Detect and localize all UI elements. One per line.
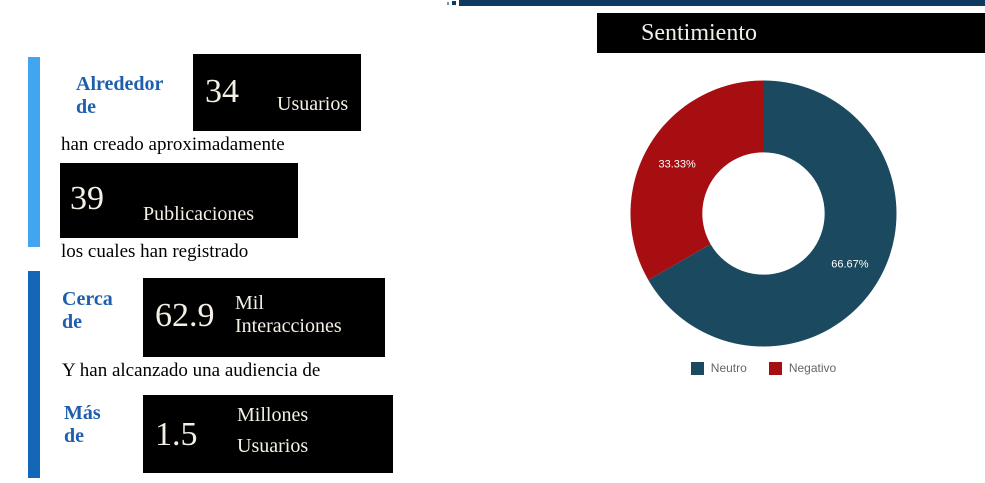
stat-unit-interactions: Mil Interacciones xyxy=(235,292,342,337)
chart-title-bar: Sentimiento xyxy=(597,13,985,53)
stat-qualifier-audience: Más de xyxy=(64,402,101,447)
stat-qualifier-interactions: Cerca de xyxy=(62,288,113,333)
legend-label-neutro: Neutro xyxy=(710,361,747,375)
legend-swatch-neutro xyxy=(690,361,704,375)
sentiment-donut[interactable]: 66.67% 33.33% xyxy=(630,80,897,347)
stat-qualifier-users: Alrededor de xyxy=(76,73,164,118)
stat-value-interactions: 62.9 xyxy=(155,297,215,334)
stat-value-users: 34 xyxy=(205,73,239,110)
legend-item-negativo[interactable]: Negativo xyxy=(768,361,837,375)
donut-slice-neutro[interactable] xyxy=(648,80,897,347)
stat-value-audience: 1.5 xyxy=(155,416,198,453)
stat-box-interactions: 62.9 Mil Interacciones xyxy=(143,278,385,357)
slice-label-negativo: 33.33% xyxy=(658,159,696,171)
legend-swatch-negativo xyxy=(768,361,782,375)
slice-label-neutro: 66.67% xyxy=(831,258,869,270)
stat-value-posts: 39 xyxy=(70,180,104,217)
stat-box-posts: 39 Publicaciones xyxy=(60,163,298,238)
top-border-bar xyxy=(459,0,985,6)
donut-slice-negativo[interactable] xyxy=(630,80,764,280)
accent-bar-bottom xyxy=(28,271,40,478)
accent-bar-top xyxy=(28,57,40,247)
connector-interactions: los cuales han registrado xyxy=(61,241,249,262)
stat-unit-audience: Millones Usuarios xyxy=(237,404,309,457)
chart-legend: Neutro Negativo xyxy=(630,361,897,375)
stat-box-audience: 1.5 Millones Usuarios xyxy=(143,395,393,473)
top-border-dot-small xyxy=(447,2,449,5)
legend-item-neutro[interactable]: Neutro xyxy=(690,361,747,375)
top-border-dot xyxy=(452,1,456,5)
stat-box-users: 34 Usuarios xyxy=(193,54,361,131)
connector-audience: Y han alcanzado una audiencia de xyxy=(62,360,321,381)
stat-unit-posts: Publicaciones xyxy=(143,203,255,225)
stat-unit-users: Usuarios xyxy=(277,93,349,115)
connector-posts: han creado aproximadamente xyxy=(61,134,285,155)
legend-label-negativo: Negativo xyxy=(788,361,837,375)
chart-title: Sentimiento xyxy=(641,20,757,46)
